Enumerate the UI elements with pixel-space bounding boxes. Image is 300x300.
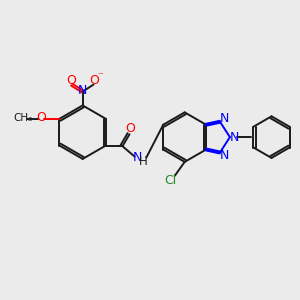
Text: Cl: Cl (165, 174, 177, 187)
Text: O: O (90, 74, 100, 87)
Text: O: O (66, 74, 76, 87)
Text: N: N (133, 151, 142, 164)
Text: N: N (230, 130, 239, 144)
Text: H: H (139, 155, 148, 168)
Text: O: O (37, 111, 46, 124)
Text: N: N (219, 112, 229, 125)
Text: ⁻: ⁻ (98, 72, 103, 82)
Text: N: N (78, 84, 87, 97)
Text: N: N (219, 149, 229, 162)
Text: CH₃: CH₃ (13, 113, 32, 123)
Text: O: O (126, 122, 136, 135)
